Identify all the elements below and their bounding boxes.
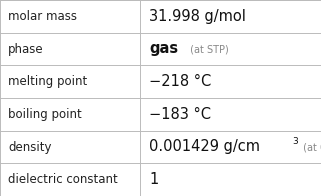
Text: 31.998 g/mol: 31.998 g/mol: [149, 9, 246, 24]
Text: phase: phase: [8, 43, 44, 55]
Text: boiling point: boiling point: [8, 108, 82, 121]
Text: −218 °C: −218 °C: [149, 74, 212, 89]
Text: (at STP): (at STP): [187, 44, 229, 54]
Text: 3: 3: [292, 137, 298, 146]
Text: density: density: [8, 141, 52, 153]
Text: melting point: melting point: [8, 75, 87, 88]
Text: −183 °C: −183 °C: [149, 107, 211, 122]
Text: gas: gas: [149, 42, 178, 56]
Text: dielectric constant: dielectric constant: [8, 173, 118, 186]
Text: 1: 1: [149, 172, 159, 187]
Text: (at 0°C): (at 0°C): [300, 142, 321, 152]
Text: 0.001429 g/cm: 0.001429 g/cm: [149, 140, 260, 154]
Text: molar mass: molar mass: [8, 10, 77, 23]
